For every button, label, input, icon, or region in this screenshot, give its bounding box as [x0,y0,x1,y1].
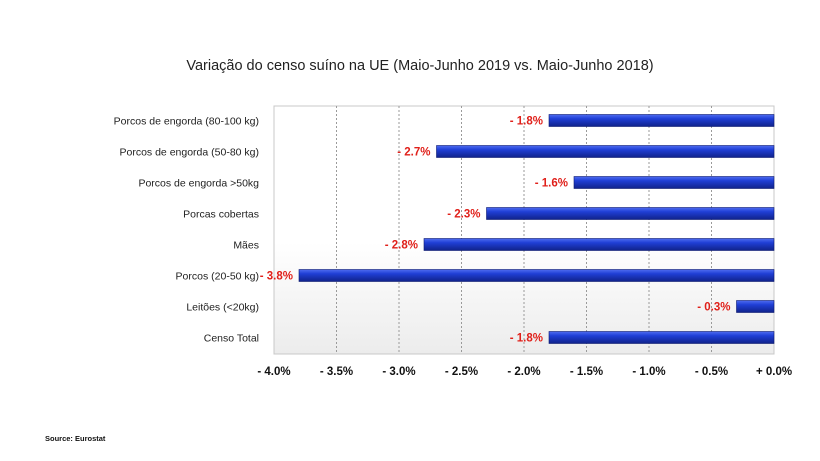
chart-title: Variação do censo suíno na UE (Maio-Junh… [186,58,654,74]
category-label: Porcos de engorda >50kg [138,178,259,190]
x-tick-label: - 2.0% [507,366,540,378]
bar [298,269,775,282]
category-label: Porcos de engorda (50-80 kg) [120,147,260,159]
x-tick-label: - 1.0% [632,366,665,378]
data-label: - 1.8% [510,333,543,345]
data-label: - 2.8% [385,240,418,252]
x-tick-label: - 0.5% [695,366,728,378]
x-tick-label: - 1.5% [570,366,603,378]
data-label: - 3.8% [260,271,293,283]
data-label: - 1.8% [510,116,543,128]
x-tick-label: - 3.0% [382,366,415,378]
category-label: Mães [233,240,259,252]
data-label: - 0.3% [697,302,730,314]
bar [736,300,775,313]
x-tick-label: - 2.5% [445,366,478,378]
bar [436,145,775,158]
x-tick-label: + 0.0% [756,366,792,378]
bar [573,176,775,189]
category-label: Censo Total [204,333,259,345]
category-label: Porcos (20-50 kg) [176,271,259,283]
data-label: - 2.7% [397,147,430,159]
category-label: Porcas cobertas [183,209,259,221]
category-label: Porcos de engorda (80-100 kg) [114,116,259,128]
source-note: Source: Eurostat [45,434,106,443]
bar [548,331,775,344]
data-label: - 1.6% [535,178,568,190]
bar [548,114,775,127]
x-tick-label: - 4.0% [257,366,290,378]
x-tick-label: - 3.5% [320,366,353,378]
bar [423,238,775,251]
bar [486,207,775,220]
category-label: Leitões (<20kg) [186,302,259,314]
data-label: - 2.3% [447,209,480,221]
